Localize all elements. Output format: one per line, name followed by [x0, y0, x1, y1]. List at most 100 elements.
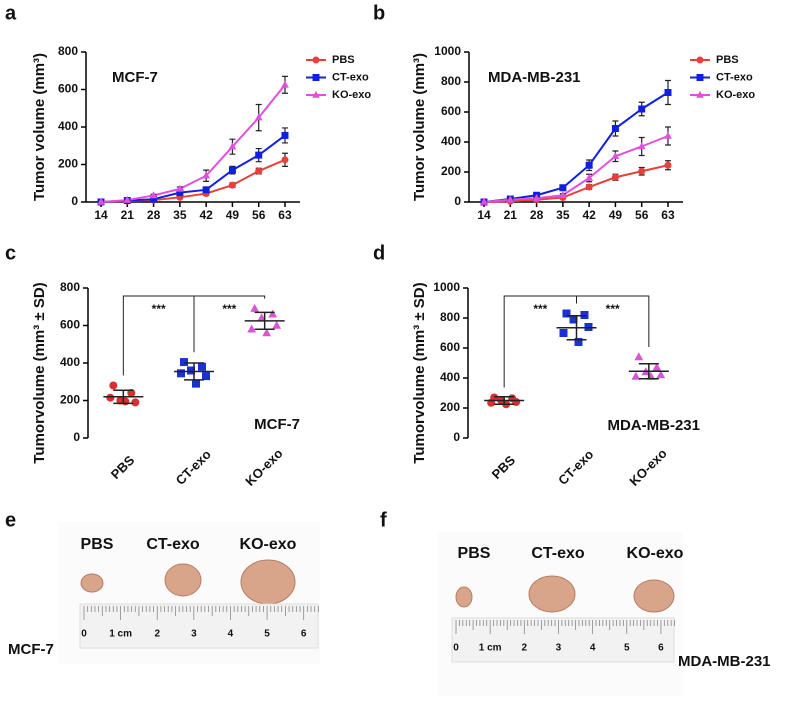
marker — [638, 105, 646, 113]
y-tick-label: 0 — [454, 194, 461, 208]
marker — [634, 352, 644, 361]
chart-title: MCF-7 — [112, 69, 158, 86]
ruler-label: 2 — [522, 643, 528, 654]
significance-bracket — [576, 295, 650, 347]
marker — [281, 80, 289, 88]
marker — [637, 142, 646, 150]
ruler-label: 0 — [81, 629, 87, 640]
marker — [559, 329, 568, 337]
marker — [254, 113, 263, 121]
x-tick-label: 21 — [504, 208, 518, 222]
marker — [255, 151, 263, 159]
x-tick-label: 28 — [147, 208, 161, 222]
cell-line-label: MDA-MB-231 — [678, 653, 771, 670]
marker — [312, 74, 320, 81]
y-tick-label: 400 — [440, 370, 460, 384]
panel-label: c — [5, 242, 16, 264]
marker — [631, 371, 641, 380]
y-tick-label: 400 — [58, 119, 78, 133]
tumor — [240, 559, 296, 605]
marker — [228, 181, 236, 189]
y-tick-label: 600 — [440, 340, 460, 354]
series-line — [483, 135, 669, 203]
marker — [255, 167, 263, 175]
legend-label: KO-exo — [716, 89, 755, 101]
tumor — [528, 575, 576, 613]
ruler-label: 6 — [301, 629, 307, 640]
marker — [198, 362, 206, 371]
legend-label: CT-exo — [716, 71, 753, 83]
marker — [262, 328, 272, 337]
y-tick-label: 600 — [60, 318, 80, 332]
marker — [696, 74, 704, 81]
marker — [312, 56, 320, 64]
marker — [192, 379, 200, 388]
y-tick-label: 800 — [441, 74, 461, 88]
ruler-label: 4 — [590, 643, 596, 654]
ruler-label: 1 cm — [109, 629, 132, 640]
marker — [638, 167, 646, 175]
significance-label: *** — [533, 302, 547, 316]
legend-label: KO-exo — [332, 89, 371, 101]
x-tick-label: 63 — [661, 208, 675, 222]
x-tick-label: 14 — [94, 208, 108, 222]
x-tick-label: 21 — [121, 208, 135, 222]
sd-bar — [254, 311, 275, 330]
photo-background — [438, 532, 683, 696]
group-label: CT-exo — [146, 536, 200, 553]
marker — [585, 173, 593, 181]
x-tick-label: CT-exo — [173, 447, 214, 488]
y-tick-label: 800 — [60, 280, 80, 294]
marker — [480, 197, 488, 205]
series-line — [483, 91, 669, 203]
marker — [109, 381, 118, 390]
y-axis-label: Tumorvolume (mm³ ± SD) — [31, 282, 48, 463]
tumor — [164, 563, 202, 597]
marker — [187, 366, 195, 375]
sd-bar — [638, 363, 659, 380]
x-tick-label: 56 — [252, 208, 266, 222]
group-label: KO-exo — [240, 536, 297, 553]
marker — [272, 320, 282, 329]
significance-label: *** — [222, 302, 236, 316]
series-line — [100, 84, 286, 203]
group-label: PBS — [81, 536, 114, 553]
legend-label: PBS — [332, 54, 355, 66]
legend-label: PBS — [716, 54, 739, 66]
marker — [176, 184, 184, 192]
y-tick-label: 800 — [58, 44, 78, 58]
x-tick-label: PBS — [489, 452, 519, 482]
x-tick-label: 63 — [278, 208, 292, 222]
ruler-label: 5 — [264, 629, 270, 640]
marker — [202, 372, 210, 381]
marker — [180, 358, 188, 367]
marker — [250, 303, 260, 312]
marker — [268, 309, 278, 318]
significance-label: *** — [152, 302, 166, 316]
marker — [611, 173, 619, 181]
marker — [281, 156, 289, 164]
marker — [696, 90, 704, 98]
panel-label: d — [373, 242, 385, 264]
marker — [97, 197, 105, 205]
x-tick-label: 35 — [556, 208, 570, 222]
marker — [664, 89, 672, 96]
significance-bracket — [193, 295, 266, 353]
chart-title: MCF-7 — [254, 416, 300, 433]
tumor — [633, 579, 675, 613]
y-tick-label: 1000 — [433, 280, 460, 294]
marker — [257, 313, 267, 322]
marker — [664, 131, 672, 139]
y-tick-label: 200 — [58, 157, 78, 171]
marker — [569, 315, 578, 324]
y-tick-label: 200 — [441, 164, 461, 178]
y-tick-label: 0 — [73, 430, 80, 444]
series-line — [483, 164, 669, 203]
marker — [177, 369, 185, 378]
ruler-label: 5 — [624, 643, 630, 654]
y-tick-label: 800 — [440, 310, 460, 324]
sd-bar — [184, 362, 204, 381]
x-tick-label: CT-exo — [555, 447, 596, 488]
marker — [585, 161, 593, 169]
